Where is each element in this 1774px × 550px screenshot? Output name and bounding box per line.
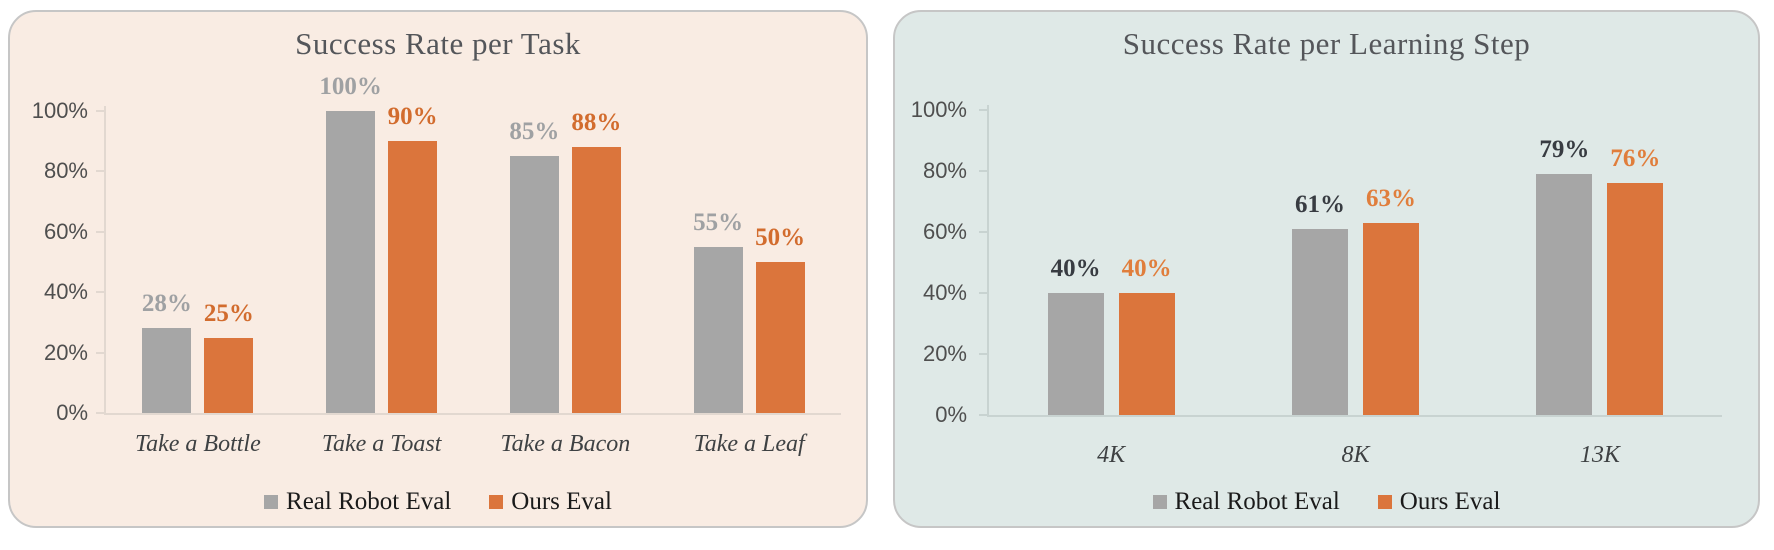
y-axis-tick — [96, 291, 104, 294]
legend-item-real-robot-eval: Real Robot Eval — [264, 488, 451, 516]
y-axis-label: 40% — [43, 279, 88, 305]
y-axis-label: 100% — [910, 97, 967, 122]
category-label: Take a Toast — [321, 431, 442, 457]
y-axis-tick — [96, 412, 104, 414]
y-axis-tick — [979, 109, 987, 111]
category-label: Take a Leaf — [693, 431, 805, 457]
bar-value-label: 25% — [203, 299, 254, 327]
bar-value-label: 28% — [141, 290, 192, 318]
y-axis-tick — [96, 351, 104, 354]
bar-value-label: 76% — [1610, 145, 1661, 173]
category-label: 8K — [1341, 442, 1370, 468]
x-axis-line — [987, 415, 1722, 417]
y-axis-tick — [979, 231, 987, 233]
y-axis-label: 100% — [31, 98, 88, 123]
y-axis-tick — [96, 230, 104, 233]
category-label: 4K — [1097, 442, 1126, 468]
y-axis-label: 20% — [43, 339, 88, 365]
bar-value-label: 40% — [1121, 255, 1172, 282]
category-label: Take a Bacon — [500, 431, 631, 457]
y-axis-label: 80% — [922, 158, 967, 183]
x-axis-line — [104, 413, 841, 415]
bar-real-robot-eval — [693, 246, 743, 413]
bar-value-label: 63% — [1366, 184, 1416, 212]
chart-panel-success-rate-per-task: Success Rate per Task 0% 20% 40% 60% 80% 100%… — [8, 10, 868, 528]
y-axis-line — [987, 105, 989, 417]
bar-value-label: 100% — [319, 73, 382, 100]
bar-value-label: 90% — [387, 103, 438, 131]
legend-label: Ours Eval — [511, 488, 612, 515]
legend-item-ours-eval: Ours Eval — [1377, 488, 1501, 516]
legend-item-ours-eval: Ours Eval — [489, 488, 612, 516]
y-axis-tick — [979, 292, 987, 294]
legend: Real Robot Eval Ours Eval — [895, 488, 1758, 516]
y-axis-label: 40% — [922, 280, 967, 305]
legend-label: Real Robot Eval — [1174, 488, 1340, 515]
bar-real-robot-eval — [509, 156, 559, 413]
bar-ours-eval — [1363, 222, 1419, 415]
chart-panel-success-rate-per-learning-step: Success Rate per Learning Step 0% 20% 40% 6… — [893, 10, 1760, 528]
bar-value-label: 55% — [693, 208, 744, 236]
bar-real-robot-eval — [142, 328, 192, 413]
bar-real-robot-eval — [326, 111, 376, 413]
legend-label: Real Robot Eval — [286, 488, 452, 515]
y-axis-line — [104, 106, 106, 415]
bar-real-robot-eval — [1292, 228, 1348, 415]
y-axis-label: 60% — [43, 218, 88, 244]
legend-swatch-icon — [489, 495, 504, 509]
y-axis-label: 0% — [935, 402, 967, 427]
legend-label: Ours Eval — [1399, 488, 1501, 515]
bar-ours-eval — [755, 262, 805, 413]
legend-item-real-robot-eval: Real Robot Eval — [1152, 488, 1340, 516]
y-axis-tick — [979, 353, 987, 355]
legend-swatch-icon — [264, 495, 279, 509]
y-axis-tick — [979, 170, 987, 172]
bar-value-label: 50% — [755, 224, 806, 251]
chart-title: Success Rate per Task — [295, 26, 581, 61]
category-label: 13K — [1579, 442, 1620, 468]
bar-value-label: 79% — [1539, 136, 1590, 164]
bar-real-robot-eval — [1536, 174, 1593, 415]
bar-ours-eval — [388, 141, 438, 413]
bar-value-label: 40% — [1050, 255, 1101, 282]
bar-value-label: 85% — [509, 118, 560, 146]
category-label: Take a Bottle — [134, 431, 261, 457]
y-axis-label: 20% — [922, 341, 967, 366]
y-axis-label: 80% — [43, 158, 88, 184]
plot-area: 0% 20% 40% 60% 80% 100% 40% 40% 4K 61% 63% 8K 79% 76%… — [895, 12, 1758, 526]
bar-real-robot-eval — [1047, 293, 1104, 415]
legend-swatch-icon — [1152, 495, 1167, 509]
bar-ours-eval — [571, 147, 621, 413]
bar-ours-eval — [1118, 293, 1175, 415]
y-axis-tick — [979, 414, 987, 416]
bar-ours-eval — [204, 337, 254, 413]
y-axis-tick — [96, 170, 104, 173]
bar-value-label: 61% — [1295, 190, 1345, 218]
y-axis-label: 60% — [922, 219, 967, 244]
chart-title: Success Rate per Learning Step — [1122, 26, 1531, 61]
legend-swatch-icon — [1377, 495, 1392, 509]
y-axis-tick — [96, 110, 104, 112]
y-axis-label: 0% — [56, 400, 88, 425]
legend: Real Robot Eval Ours Eval — [10, 488, 866, 516]
bar-ours-eval — [1607, 183, 1664, 415]
bar-value-label: 88% — [571, 109, 622, 137]
plot-area: 0% 20% 40% 60% 80% 100% 28% 25% Take a Bottle 100… — [10, 12, 866, 526]
